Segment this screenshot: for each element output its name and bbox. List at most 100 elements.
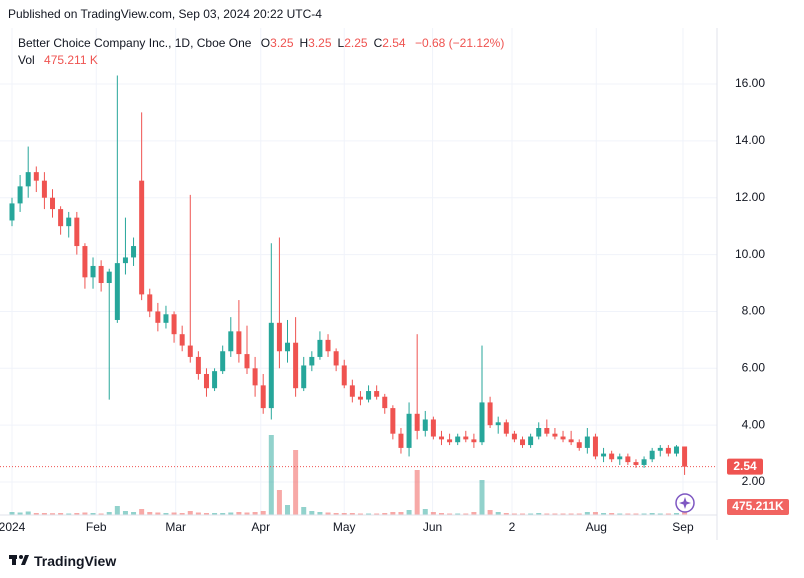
volume-bar <box>528 513 534 515</box>
candle-body <box>560 436 566 440</box>
candle-body <box>511 433 517 440</box>
candle-body <box>285 342 291 352</box>
candle-body <box>98 265 104 284</box>
volume-bar <box>50 513 56 515</box>
candle-body <box>552 433 558 437</box>
volume-bar <box>260 511 266 515</box>
candle-body <box>601 453 607 457</box>
y-tick-label: 4.00 <box>742 417 766 431</box>
candle-body <box>309 356 315 366</box>
candle-body <box>155 311 161 323</box>
volume-bar <box>552 513 558 515</box>
volume-bar <box>131 512 137 515</box>
volume-bar <box>139 509 145 515</box>
volume-bar <box>633 513 639 515</box>
x-tick-label: Apr <box>251 520 270 534</box>
volume-bar <box>455 513 461 515</box>
candle-body <box>203 373 209 389</box>
candle-body <box>25 172 31 187</box>
published-note: Published on TradingView.com, Sep 03, 20… <box>8 7 322 21</box>
volume-bar <box>147 512 153 515</box>
candle-body <box>349 385 355 397</box>
candle-body <box>9 203 15 221</box>
volume-bar <box>544 513 550 515</box>
ohlc-value: 3.25 <box>270 36 294 50</box>
plot-area <box>0 28 717 515</box>
volume-bar <box>244 512 250 515</box>
volume-bar <box>422 509 428 515</box>
y-tick-label: 6.00 <box>742 360 766 374</box>
candle-body <box>276 322 282 352</box>
last-volume-label: 475.211K <box>732 499 784 513</box>
ohlc-value: 2.54 <box>382 36 406 50</box>
y-tick-label: 2.00 <box>742 474 766 488</box>
ohlc-label: H <box>299 36 309 50</box>
candle-body <box>625 456 631 463</box>
volume-bar <box>576 513 582 515</box>
candle-body <box>325 339 331 352</box>
candle-body <box>471 439 477 443</box>
candle-body <box>422 419 428 431</box>
volume-bar <box>609 513 615 515</box>
candle-body <box>195 356 201 374</box>
volume-bar <box>430 512 436 515</box>
candle-body <box>74 217 80 247</box>
volume-bar <box>317 512 323 515</box>
x-tick-label: Feb <box>86 520 107 534</box>
volume-bar <box>495 512 501 515</box>
last-price-box <box>727 458 763 475</box>
ohlc-label: O <box>260 36 271 50</box>
candle-body <box>374 391 380 397</box>
volume-bar <box>414 470 420 515</box>
candle-body <box>390 408 396 434</box>
x-tick-label: Aug <box>586 520 607 534</box>
volume-bar <box>479 480 485 515</box>
volume-bar <box>252 512 258 515</box>
logo-part <box>19 555 23 559</box>
volume-bar <box>657 513 663 515</box>
volume-bar <box>236 512 242 515</box>
candle-body <box>665 447 671 454</box>
x-tick-label: May <box>333 520 356 534</box>
candle-body <box>430 419 436 437</box>
candle-body <box>90 265 96 278</box>
candle-body <box>244 354 250 369</box>
candle-body <box>260 385 266 409</box>
add-button[interactable] <box>675 493 695 513</box>
volume-bar <box>536 513 542 515</box>
candle-body <box>220 351 226 372</box>
candle-body <box>212 371 218 389</box>
candle-body <box>228 331 234 352</box>
volume-bar <box>98 513 104 515</box>
legend-row: Better Choice Company Inc., 1D, Cboe One… <box>18 35 504 52</box>
y-tick-label: 12.00 <box>735 190 765 204</box>
candle-body <box>414 413 420 431</box>
y-tick-label: 8.00 <box>742 304 766 318</box>
add-icon[interactable] <box>679 497 691 509</box>
candle-body <box>536 428 542 437</box>
volume-bar <box>617 513 623 515</box>
candle-body <box>333 351 339 366</box>
volume-bar <box>406 510 412 515</box>
volume-bar <box>301 507 307 515</box>
candle-body <box>406 413 412 448</box>
volume-bar <box>106 512 112 515</box>
candle-body <box>495 422 501 426</box>
volume-bar <box>268 435 274 515</box>
volume-bar <box>155 512 161 515</box>
candle-body <box>487 402 493 426</box>
candle-body <box>503 422 509 434</box>
volume-bar <box>195 512 201 515</box>
candle-body <box>17 186 23 204</box>
symbol-name: Better Choice Company Inc., 1D, Cboe One <box>18 36 252 50</box>
candle-body <box>576 442 582 448</box>
candle-body <box>293 342 299 389</box>
candle-body <box>544 428 550 434</box>
y-tick-label: 14.00 <box>735 133 765 147</box>
candle-body <box>301 365 307 389</box>
candle-body <box>398 433 404 448</box>
candle-body <box>357 396 363 400</box>
ohlc-value: 2.25 <box>344 36 368 50</box>
candle-body <box>50 197 56 210</box>
